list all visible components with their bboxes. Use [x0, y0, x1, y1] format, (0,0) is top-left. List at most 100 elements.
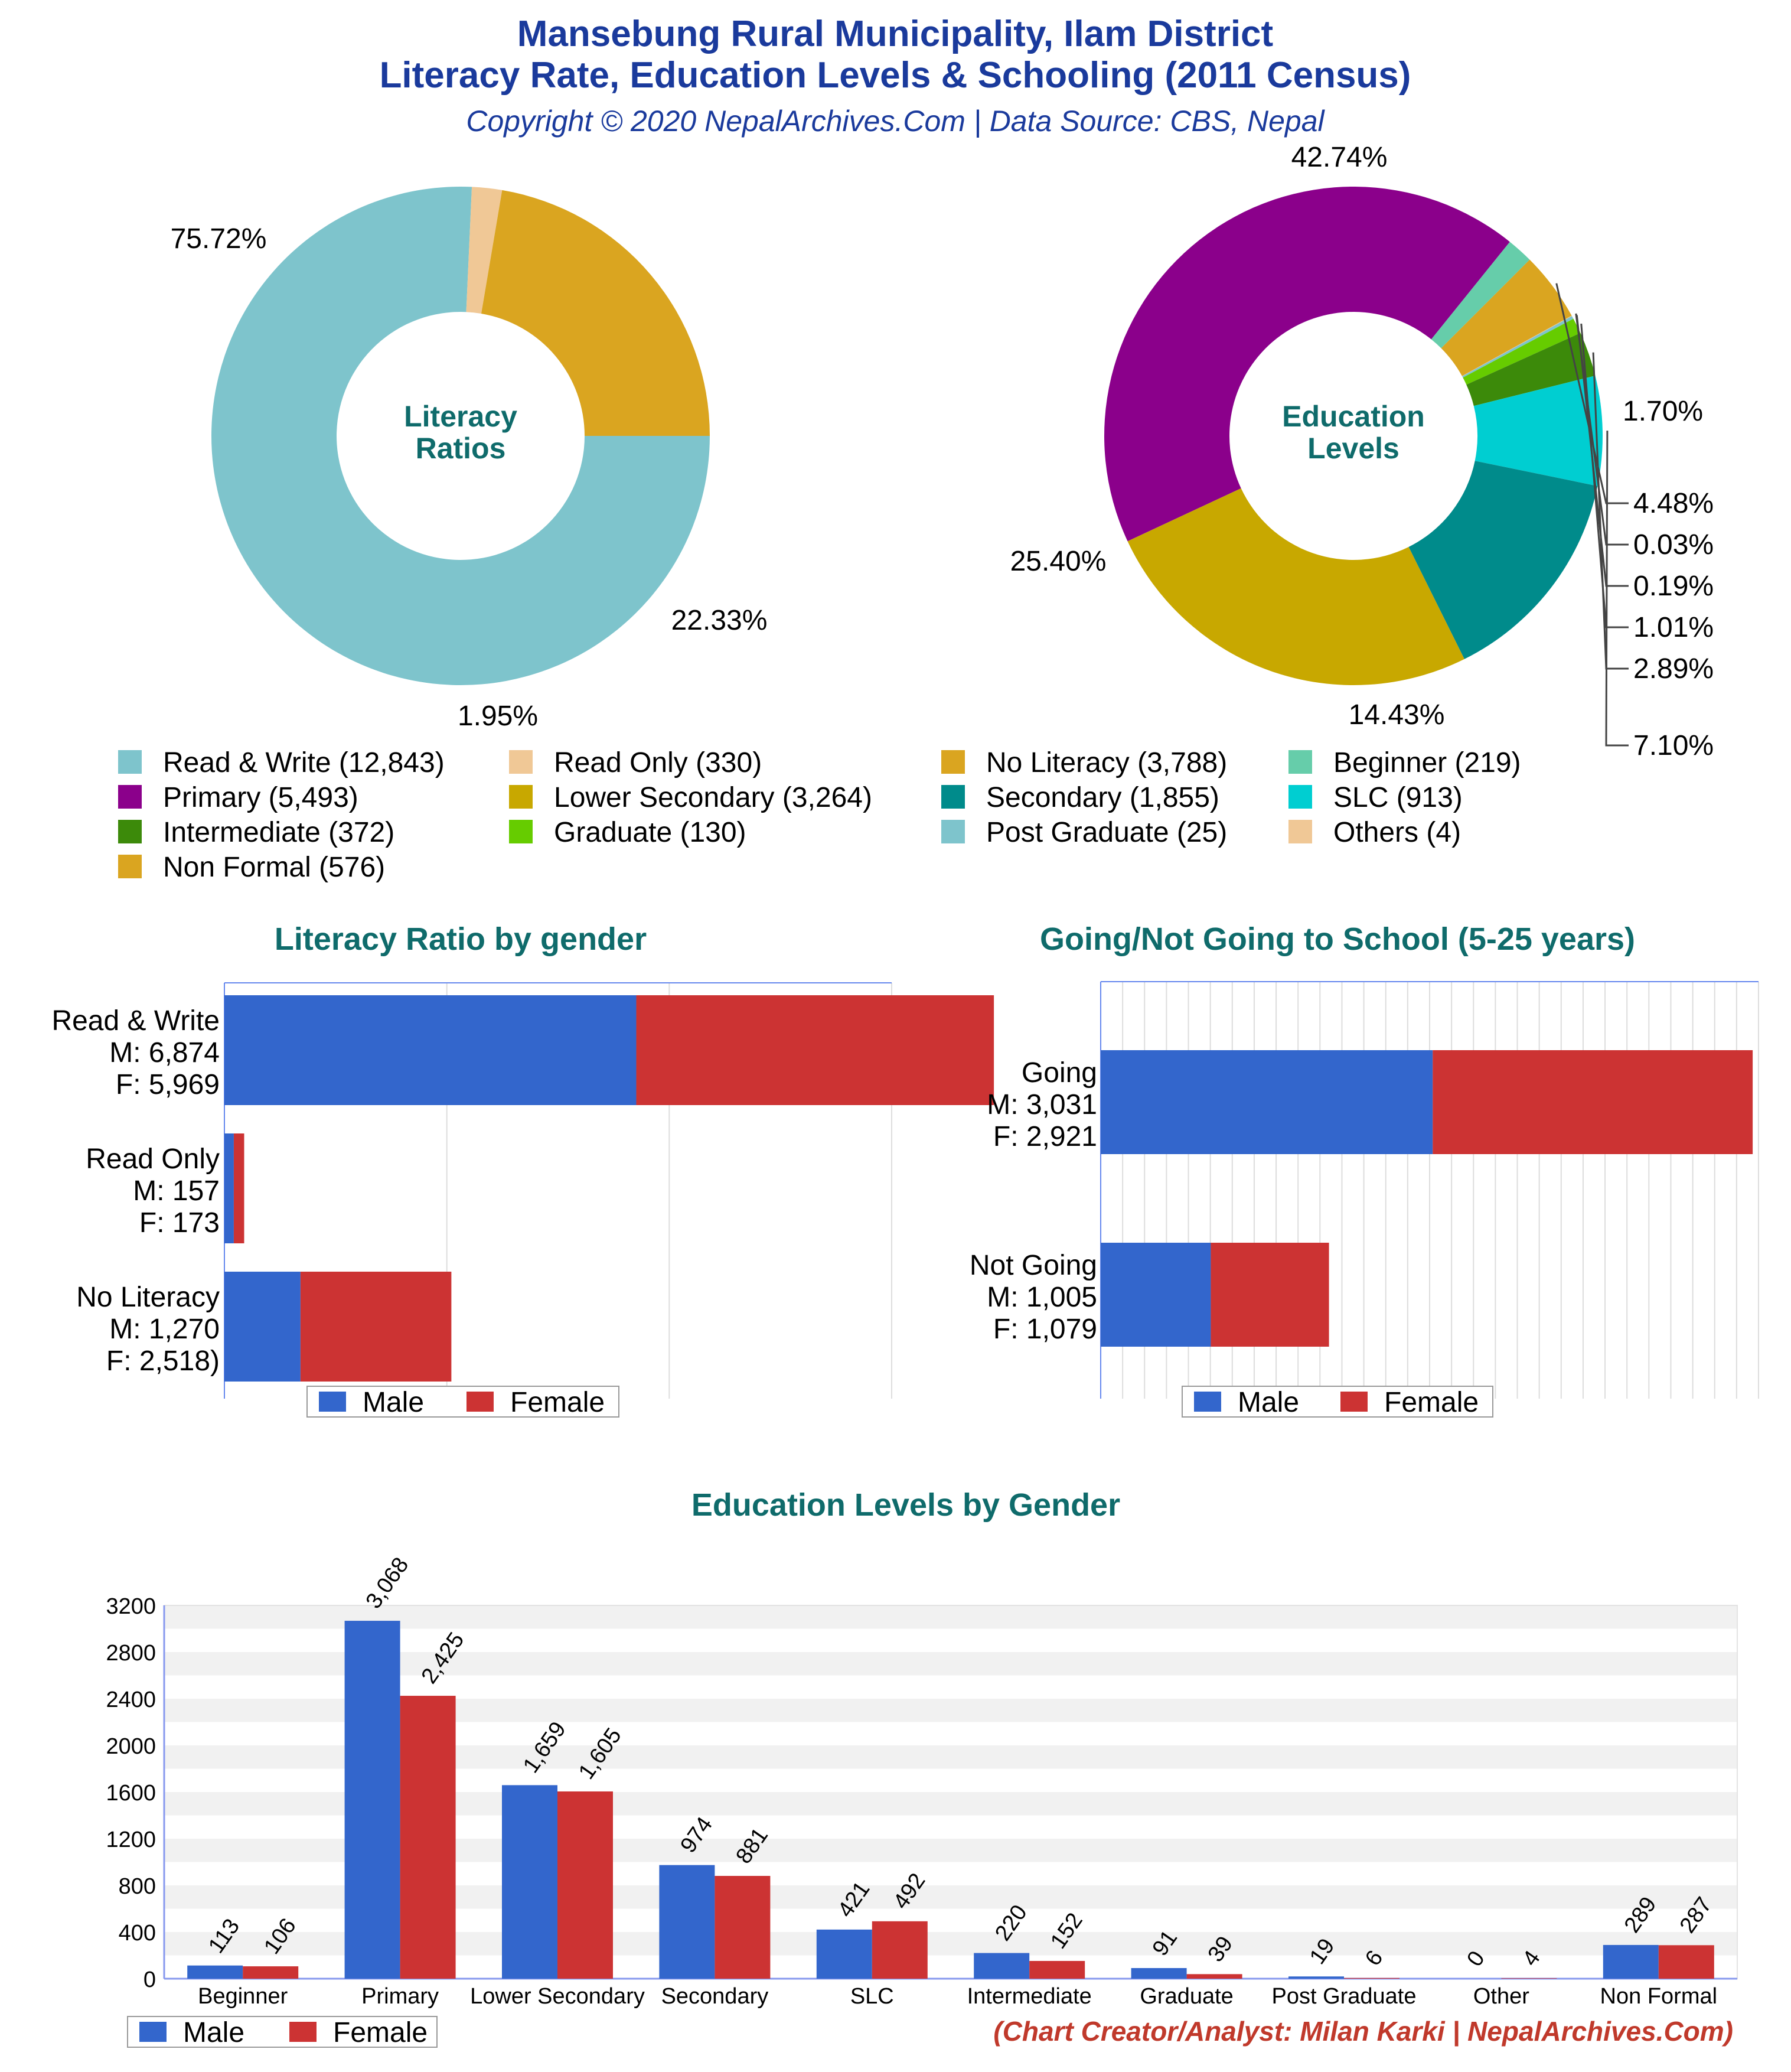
bar-label-male-going: M: 3,031	[987, 1089, 1097, 1120]
legend-swatch-intermediate-372	[118, 820, 142, 843]
legend2-female-label: Female	[1384, 1387, 1479, 1418]
school-going-title: Going/Not Going to School (5-25 years)	[1040, 921, 1635, 957]
bar-label-female-not-going: F: 1,079	[993, 1314, 1097, 1345]
main-title-line1: Mansebung Rural Municipality, Ilam Distr…	[517, 14, 1273, 54]
literacy-gender-title: Literacy Ratio by gender	[275, 921, 647, 957]
bar-read-write-male	[224, 995, 637, 1105]
x-tick-post-graduate: Post Graduate	[1271, 1984, 1416, 2009]
donut2-slice-secondary	[1408, 461, 1598, 659]
donut2-label-graduate: 1.01%	[1633, 612, 1714, 643]
legend-swatch-slc-913	[1288, 785, 1312, 809]
literacy-by-gender-chart: Literacy Ratio by gender Read & WriteM: …	[51, 921, 994, 1418]
bar-label-male-no-literacy: M: 1,270	[109, 1314, 220, 1345]
legend-swatch-non-formal-576	[118, 855, 142, 878]
bar-post-graduate-male	[1288, 1976, 1344, 1979]
bar-secondary-female	[715, 1876, 771, 1979]
legend3-male-label: Male	[183, 2017, 244, 2048]
credit-footer: (Chart Creator/Analyst: Milan Karki | Ne…	[993, 2016, 1733, 2047]
legend-label-slc-913: SLC (913)	[1333, 782, 1463, 813]
bar-label-male-read-write: M: 6,874	[109, 1037, 220, 1068]
bar-intermediate-female	[1029, 1960, 1085, 1979]
bar-going-male	[1101, 1050, 1433, 1154]
bar-label-female-no-literacy: F: 2,518)	[106, 1346, 220, 1377]
leader-line-slc	[1605, 431, 1629, 747]
donut2-slice-graduate	[1463, 318, 1581, 385]
legend-swatch-read-only-330	[509, 750, 533, 774]
legend-swatch-others-4	[1288, 820, 1312, 843]
legend-swatch-beginner-219	[1288, 750, 1312, 774]
legend-female-swatch	[466, 1392, 494, 1412]
education-donut-chart: Education Levels 42.74% 1.70% 25.40% 14.…	[1010, 142, 1714, 761]
donut2-slice-lower-secondary	[1127, 488, 1464, 685]
x-tick-other: Other	[1473, 1984, 1529, 2009]
x-tick-slc: SLC	[850, 1984, 894, 2009]
education-gender-title: Education Levels by Gender	[691, 1487, 1120, 1523]
legend-label-lower-secondary-3-264: Lower Secondary (3,264)	[554, 782, 872, 813]
bar-label-male-not-going: M: 1,005	[987, 1282, 1097, 1313]
bar-label-female-read-only: F: 173	[139, 1207, 220, 1239]
legend-label-beginner-219: Beginner (219)	[1333, 747, 1521, 778]
donut2-slice-non-formal	[1441, 259, 1572, 376]
bar-other-female	[1501, 1978, 1557, 1979]
donut2-label-lower-secondary: 25.40%	[1010, 546, 1107, 577]
legend-label-read-only-330: Read Only (330)	[554, 747, 762, 778]
school-going-legend: Male Female	[1182, 1386, 1493, 1418]
school-going-chart: Going/Not Going to School (5-25 years) G…	[970, 921, 1759, 1418]
bar-beginner-female	[243, 1966, 299, 1979]
y-tick-label: 800	[119, 1874, 156, 1899]
x-tick-lower-secondary: Lower Secondary	[470, 1984, 645, 2009]
subtitle: Copyright © 2020 NepalArchives.Com | Dat…	[466, 105, 1325, 138]
y-tick-label: 1600	[106, 1781, 156, 1806]
bar-no-literacy-female	[300, 1272, 452, 1382]
y-tick-label: 0	[143, 1967, 156, 1992]
bar-label-going: Going	[1022, 1057, 1097, 1089]
bar-read-write-female	[636, 995, 994, 1105]
data-label-primary-male: 3,068	[361, 1553, 414, 1613]
legend-label-graduate-130: Graduate (130)	[554, 817, 746, 848]
bar-not-going-male	[1101, 1243, 1211, 1347]
bar-label-not-going: Not Going	[970, 1250, 1097, 1281]
bar-secondary-male	[659, 1865, 715, 1979]
legend-label-no-literacy-3-788: No Literacy (3,788)	[986, 747, 1227, 778]
bar-going-female	[1433, 1050, 1753, 1154]
bar-primary-female	[400, 1696, 456, 1979]
x-tick-graduate: Graduate	[1140, 1984, 1233, 2009]
donut2-label-non-formal: 4.48%	[1633, 488, 1714, 519]
bar-graduate-male	[1131, 1968, 1187, 1979]
donut2-label-primary: 42.74%	[1291, 142, 1388, 173]
legend-swatch-read-write-12-843	[118, 750, 142, 774]
legend-swatch-secondary-1-855	[941, 785, 965, 809]
y-tick-label: 400	[119, 1921, 156, 1946]
legend-swatch-primary-5-493	[118, 785, 142, 809]
donut-legend: Read & Write (12,843) Read Only (330) No L…	[118, 747, 1521, 883]
bar-non-formal-female	[1658, 1945, 1714, 1979]
legend3-female-label: Female	[333, 2017, 428, 2048]
grid-band	[164, 1628, 1737, 1652]
donut1-label-read-only: 1.95%	[458, 701, 538, 732]
education-by-gender-chart: Education Levels by Gender 0 400 800 1200 16…	[106, 1487, 1738, 2048]
literacy-donut-chart: Literacy Ratios 75.72% 1.95% 22.33%	[171, 187, 767, 732]
legend-label-read-write-12-843: Read & Write (12,843)	[163, 747, 445, 778]
legend-label-intermediate-372: Intermediate (372)	[163, 817, 394, 848]
legend-swatch-no-literacy-3-788	[941, 750, 965, 774]
x-tick-primary: Primary	[361, 1984, 439, 2009]
y-tick-label: 2400	[106, 1687, 156, 1712]
legend-label-primary-5-493: Primary (5,493)	[163, 782, 358, 813]
legend2-female-swatch	[1340, 1392, 1368, 1412]
bar-no-literacy-male	[224, 1272, 301, 1382]
legend-female-label: Female	[510, 1387, 605, 1418]
education-gender-legend: Male Female	[127, 2016, 438, 2048]
legend2-male-label: Male	[1238, 1387, 1299, 1418]
legend2-male-swatch	[1194, 1392, 1221, 1412]
donut1-slice-read-write	[211, 187, 710, 686]
bar-label-male-read-only: M: 157	[133, 1175, 220, 1207]
y-tick-label: 2800	[106, 1641, 156, 1666]
bar-lower-secondary-male	[502, 1785, 557, 1979]
y-tick-label: 1200	[106, 1827, 156, 1852]
bar-label-read-only: Read Only	[86, 1143, 220, 1175]
donut2-label-others: 0.03%	[1633, 529, 1714, 561]
donut1-slice-read-only	[466, 187, 503, 314]
donut2-slice-beginner	[1431, 242, 1530, 348]
bar-beginner-male	[187, 1965, 243, 1979]
